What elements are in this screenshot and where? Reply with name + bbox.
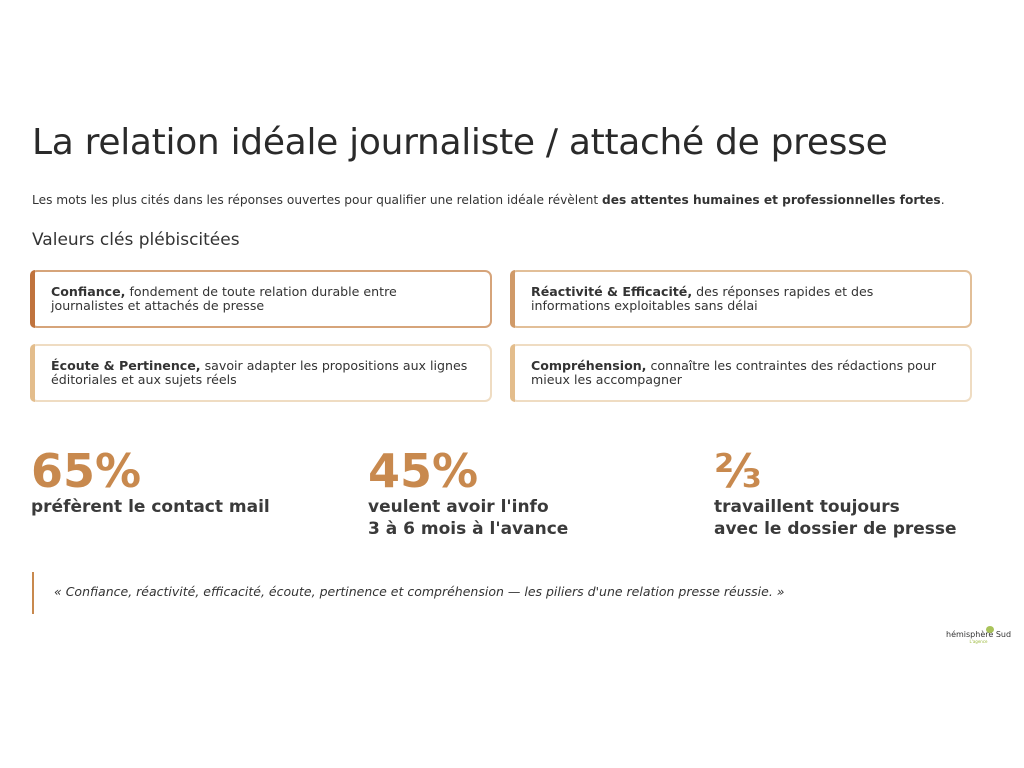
stat-value: 65% (31, 444, 142, 498)
value-card-confiance: Confiance, fondement de toute relation d… (30, 270, 492, 328)
card-text: des réponses rapides et des informations… (531, 284, 874, 313)
stat-mail: 65% préfèrent le contact mail (31, 446, 270, 518)
tree-icon (986, 626, 994, 633)
stat-anticipation: 45% veulent avoir l'info 3 à 6 mois à l'a… (368, 446, 568, 540)
intro-end: . (940, 193, 945, 207)
section-subtitle: Valeurs clés plébiscitées (32, 230, 240, 250)
value-card-comprehension: Compréhension, connaître les contraintes… (510, 344, 972, 402)
quote: « Confiance, réactivité, efficacité, éco… (32, 572, 784, 614)
page-title: La relation idéale journaliste / attaché… (32, 122, 888, 163)
intro-plain: Les mots les plus cités dans les réponse… (32, 193, 603, 207)
card-bold: Confiance, (51, 284, 126, 299)
value-card-reactivite: Réactivité & Efficacité, des réponses ra… (510, 270, 972, 328)
logo: hémisphère Sud L'agence (946, 626, 1012, 644)
stat-label: préfèrent le contact mail (31, 497, 270, 517)
stat-label: travaillent toujours avec le dossier de … (714, 497, 957, 539)
card-bold: Compréhension, (531, 358, 647, 373)
logo-tagline: L'agence (969, 639, 988, 644)
value-card-ecoute: Écoute & Pertinence, savoir adapter les … (30, 344, 492, 402)
intro-text: Les mots les plus cités dans les réponse… (32, 193, 945, 207)
intro-bold: des attentes humaines et professionnelle… (602, 193, 941, 207)
card-text: fondement de toute relation durable entr… (51, 284, 397, 313)
stat-label: veulent avoir l'info 3 à 6 mois à l'avan… (368, 497, 569, 539)
stat-value: 45% (368, 444, 479, 498)
card-text: savoir adapter les propositions aux lign… (51, 358, 468, 387)
card-text: connaître les contraintes des rédactions… (531, 358, 937, 387)
stat-dossier: ⅔ travaillent toujours avec le dossier de… (714, 446, 957, 540)
card-bold: Écoute & Pertinence, (51, 358, 201, 373)
card-bold: Réactivité & Efficacité, (531, 284, 693, 299)
logo-name: hémisphère Sud (946, 630, 1012, 639)
stat-value: ⅔ (714, 444, 762, 498)
